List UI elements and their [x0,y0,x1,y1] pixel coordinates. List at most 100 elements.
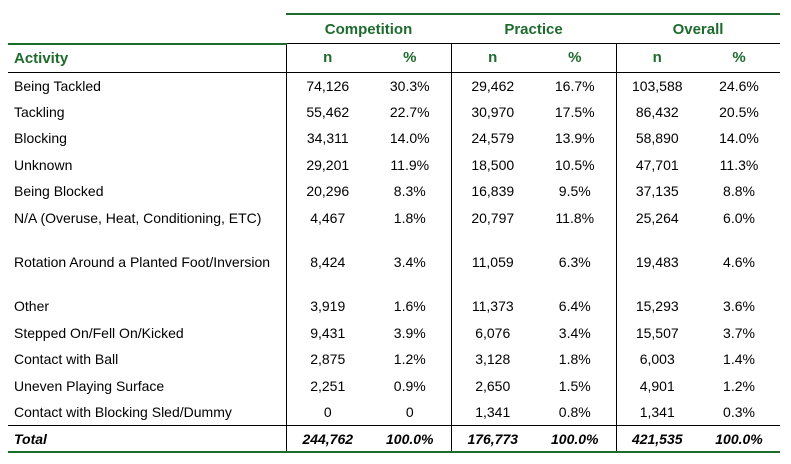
group-header-overall: Overall [616,13,780,44]
cell-competition-pct: 1.8% [393,209,426,226]
total-row: Total 244,762 100.0% 176,773 100.0% 421,535 10… [8,425,780,453]
table-row: Rotation Around a Planted Foot/Inversion… [8,248,780,293]
cell-competition-pct: 3.4% [393,253,426,270]
cell-competition-n: 9,431 [285,319,369,347]
cell-overall-pct: 24.6% [719,77,759,94]
cell-practice-n: 176,773 [450,425,534,453]
cell-practice-n: 16,839 [450,178,534,205]
subheader-row: Activity n % n % n % [8,42,780,73]
cell-practice-n: 29,462 [450,72,534,99]
cell-overall-pct: 6.0% [723,209,755,226]
table-body: Being Tackled 74,126 30.3% 29,462 16.7% 103,5… [8,72,780,453]
cell-practice-n: 6,076 [450,319,534,347]
subheader-activity: Activity [8,42,286,73]
cell-overall-pct: 3.7% [723,324,755,341]
cell-overall-pct: 20.5% [719,103,759,120]
cell-competition-n: 8,424 [285,248,369,293]
cell-competition-pct: 22.7% [389,103,430,120]
cell-competition-pct: 3.9% [393,324,426,341]
cell-practice-pct: 9.5% [558,183,591,200]
subheader-competition-n: n [285,43,369,73]
cell-overall-n: 1,341 [615,399,698,426]
cell-competition-pct: 100.0% [369,425,451,453]
subheader-competition-pct: % [369,43,451,73]
cell-practice-pct: 1.8% [558,351,591,368]
cell-activity: N/A (Overuse, Heat, Conditioning, ETC) [14,209,262,226]
cell-overall-n: 19,483 [615,248,698,293]
cell-competition-n: 2,251 [285,372,369,400]
cell-overall-pct: 4.6% [723,253,755,270]
cell-competition-n: 20,296 [285,178,369,205]
cell-practice-n: 11,059 [450,248,534,293]
cell-practice-pct: 100.0% [534,425,616,453]
cell-practice-pct: 10.5% [554,156,595,173]
table-row: Being Blocked 20,296 8.3% 16,839 9.5% 37,135 8… [8,178,780,205]
table-row: Contact with Ball 2,875 1.2% 3,128 1.8% 6,003… [8,346,780,373]
cell-activity: Unknown [14,156,73,173]
cell-overall-pct: 8.8% [723,183,755,200]
cell-activity: Uneven Playing Surface [14,377,165,394]
cell-practice-n: 30,970 [450,98,534,126]
cell-competition-n: 74,126 [285,72,369,99]
cell-competition-pct: 1.6% [393,297,426,314]
cell-practice-pct: 0.8% [558,404,591,421]
cell-competition-n: 34,311 [285,125,369,152]
cell-competition-pct: 11.9% [390,156,430,173]
cell-practice-pct: 17.5% [554,103,595,120]
cell-competition-pct: 0.9% [393,377,426,394]
cell-practice-n: 1,341 [450,399,534,426]
cell-practice-pct: 6.3% [558,253,591,270]
table-row: N/A (Overuse, Heat, Conditioning, ETC) 4,… [8,204,780,249]
subheader-overall-pct: % [698,43,780,73]
table-row: Other 3,919 1.6% 11,373 6.4% 15,293 3.6% [8,292,780,320]
cell-practice-pct: 16.7% [554,77,595,94]
cell-activity: Blocking [14,130,67,147]
cell-activity: Stepped On/Fell On/Kicked [14,324,184,341]
cell-activity: Being Tackled [14,77,101,94]
cell-overall-pct: 3.6% [723,297,755,314]
injury-activity-table: Competition Practice Overall Activity n … [8,13,780,453]
cell-activity: Rotation Around a Planted Foot/Inversion [14,253,271,270]
cell-competition-n: 29,201 [285,151,369,179]
cell-practice-pct: 1.5% [558,377,591,394]
cell-practice-pct: 6.4% [558,297,591,314]
table-row: Stepped On/Fell On/Kicked 9,431 3.9% 6,076 3… [8,319,780,347]
subheader-practice-pct: % [534,43,616,73]
cell-overall-pct: 1.4% [723,351,755,368]
cell-overall-n: 421,535 [615,425,698,453]
cell-activity: Contact with Ball [14,351,119,368]
cell-practice-pct: 13.9% [554,130,595,147]
cell-activity: Being Blocked [14,183,104,200]
group-header-practice: Practice [451,13,616,44]
cell-overall-n: 103,588 [615,72,698,99]
cell-practice-n: 3,128 [450,346,534,373]
cell-competition-pct: 1.2% [393,351,426,368]
cell-overall-n: 58,890 [615,125,698,152]
cell-activity: Contact with Blocking Sled/Dummy [14,404,232,421]
cell-practice-n: 20,797 [450,204,534,249]
cell-overall-n: 25,264 [615,204,698,249]
cell-activity: Other [14,297,50,314]
cell-overall-pct: 11.3% [719,156,759,173]
cell-competition-n: 2,875 [285,346,369,373]
cell-practice-n: 18,500 [450,151,534,179]
group-header-row: Competition Practice Overall [8,13,780,44]
cell-overall-n: 37,135 [615,178,698,205]
cell-competition-n: 3,919 [285,292,369,320]
table-row: Unknown 29,201 11.9% 18,500 10.5% 47,701 11.3% [8,151,780,179]
cell-competition-pct: 14.0% [389,130,430,147]
cell-overall-pct: 1.2% [723,377,755,394]
header-blank-cell [8,14,286,44]
cell-practice-n: 2,650 [450,372,534,400]
table-row: Contact with Blocking Sled/Dummy 0 0 1,341 0… [8,399,780,426]
cell-overall-n: 86,432 [615,98,698,126]
cell-practice-pct: 3.4% [558,324,591,341]
table-row: Blocking 34,311 14.0% 24,579 13.9% 58,890 14.0… [8,125,780,152]
cell-overall-n: 15,507 [615,319,698,347]
cell-competition-n: 4,467 [285,204,369,249]
table-row: Tackling 55,462 22.7% 30,970 17.5% 86,432 20.5… [8,98,780,126]
cell-overall-n: 6,003 [615,346,698,373]
cell-overall-pct: 14.0% [719,130,759,147]
cell-competition-n: 55,462 [285,98,369,126]
cell-overall-n: 15,293 [615,292,698,320]
